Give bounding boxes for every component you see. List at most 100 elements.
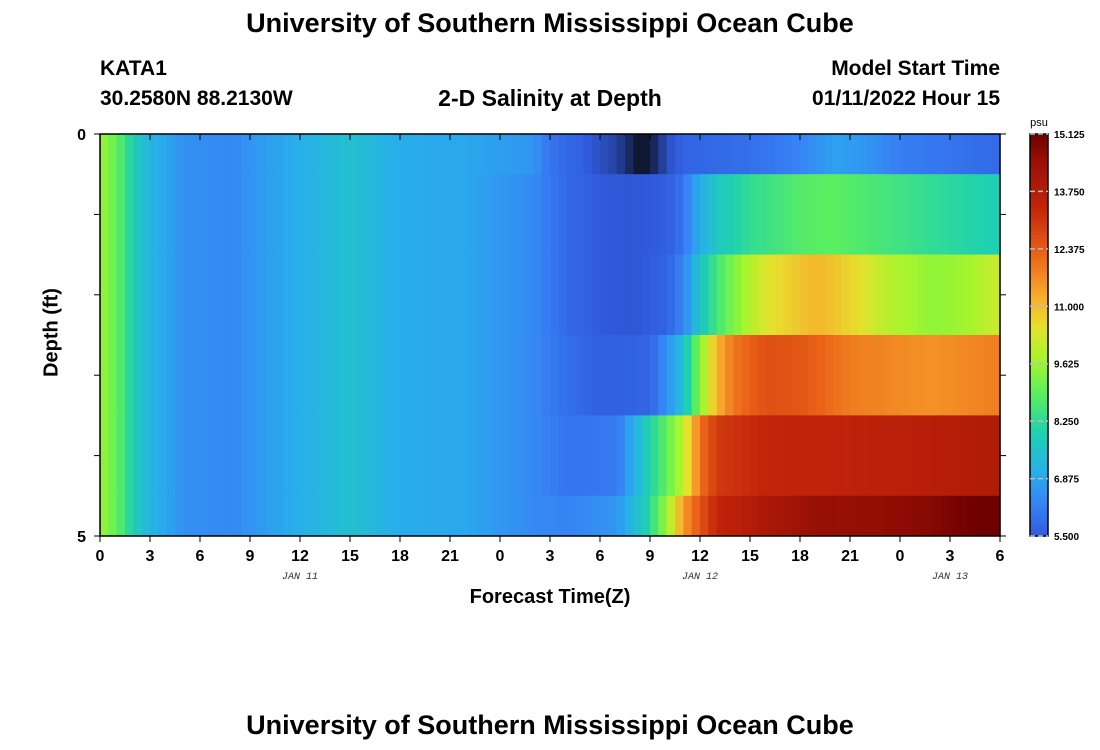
colorbar-segment [1030,485,1048,490]
heatmap-cell [158,335,168,416]
heatmap-cell [191,415,201,497]
heatmap-cell [191,254,201,336]
footer-title: University of Southern Mississippi Ocean… [246,710,854,740]
heatmap-cell [666,335,676,416]
heatmap-cell [708,254,718,336]
colorbar-segment [1030,391,1048,396]
colorbar-tick-label: 13.750 [1054,187,1085,198]
heatmap-cell [808,335,818,416]
heatmap-cell [116,254,126,336]
heatmap-cell [566,134,576,175]
colorbar-segment [1030,204,1048,209]
colorbar-segment [1030,140,1048,145]
heatmap-cell [258,415,268,497]
heatmap-cell [375,495,384,537]
colorbar-segment [1030,318,1048,323]
heatmap-cell [408,174,418,255]
heatmap-cell [266,174,276,255]
heatmap-cell [433,254,443,336]
colorbar-segment [1030,134,1048,138]
colorbar-segment [1030,298,1048,303]
heatmap-cell [466,335,476,416]
heatmap-cell [933,254,943,336]
heatmap-cell [700,174,709,255]
heatmap-cell [891,415,901,497]
colorbar-segment [1030,358,1048,363]
heatmap-cell [900,254,909,336]
heatmap-cell [566,174,576,255]
heatmap-cell [833,174,843,255]
heatmap-cell [375,415,384,497]
heatmap-cell [591,335,601,416]
colorbar-segment [1030,207,1048,212]
heatmap-cell [391,335,401,416]
heatmap-cell [633,174,643,255]
heatmap-cell [125,254,134,336]
heatmap-cell [358,174,368,255]
heatmap-cell [158,174,168,255]
heatmap-cell [100,174,109,255]
heatmap-cell [875,495,884,537]
heatmap-cell [658,174,668,255]
heatmap-cell [791,134,801,175]
heatmap-cell [133,254,143,336]
heatmap-cell [658,134,668,175]
heatmap-cell [900,415,909,497]
colorbar-segment [1030,398,1048,403]
colorbar-tick-label: 6.875 [1054,475,1079,486]
colorbar-segment [1030,428,1048,433]
colorbar-tick-label: 8.250 [1054,417,1079,428]
heatmap-cell [925,335,934,416]
heatmap-cell [983,335,993,416]
heatmap-cell [116,415,126,497]
heatmap-cell [291,134,301,175]
heatmap-cell [850,335,859,416]
heatmap-cell [500,134,509,175]
heatmap-cell [175,495,184,537]
heatmap-cell [641,335,651,416]
heatmap-cell [408,495,418,537]
heatmap-cell [375,254,384,336]
heatmap-cell [333,415,343,497]
heatmap-cell [616,134,626,175]
colorbar-segment [1030,311,1048,316]
heatmap-cell [600,415,609,497]
heatmap-cell [750,415,759,497]
heatmap-cell [208,174,218,255]
heatmap-cells [100,134,1001,537]
heatmap-cell [241,415,251,497]
heatmap-cell [183,335,193,416]
heatmap-cell [808,134,818,175]
heatmap-cell [375,134,384,175]
heatmap-cell [275,254,284,336]
heatmap-cell [366,174,376,255]
heatmap-cell [708,495,718,537]
heatmap-cell [775,254,784,336]
heatmap-cell [475,335,484,416]
heatmap-cell [516,415,526,497]
heatmap-cell [116,174,126,255]
heatmap-cell [366,254,376,336]
heatmap-cell [766,134,776,175]
heatmap-cell [241,134,251,175]
heatmap-cell [816,134,826,175]
heatmap-cell [666,254,676,336]
heatmap-cell [808,174,818,255]
colorbar-segment [1030,335,1048,339]
colorbar-segment [1030,174,1048,179]
heatmap-cell [208,134,218,175]
heatmap-cell [850,134,859,175]
colorbar-segment [1030,375,1048,380]
heatmap-cell [641,254,651,336]
heatmap-cell [350,134,359,175]
heatmap-cell [508,254,518,336]
heatmap-cell [666,174,676,255]
x-tick-label: 9 [246,548,255,565]
x-tick-label: 3 [546,548,555,565]
colorbar-segment [1030,515,1048,520]
heatmap-cell [283,174,293,255]
heatmap-cell [725,254,734,336]
heatmap-cell [441,335,451,416]
colorbar-segment [1030,160,1048,165]
heatmap-cell [858,174,868,255]
